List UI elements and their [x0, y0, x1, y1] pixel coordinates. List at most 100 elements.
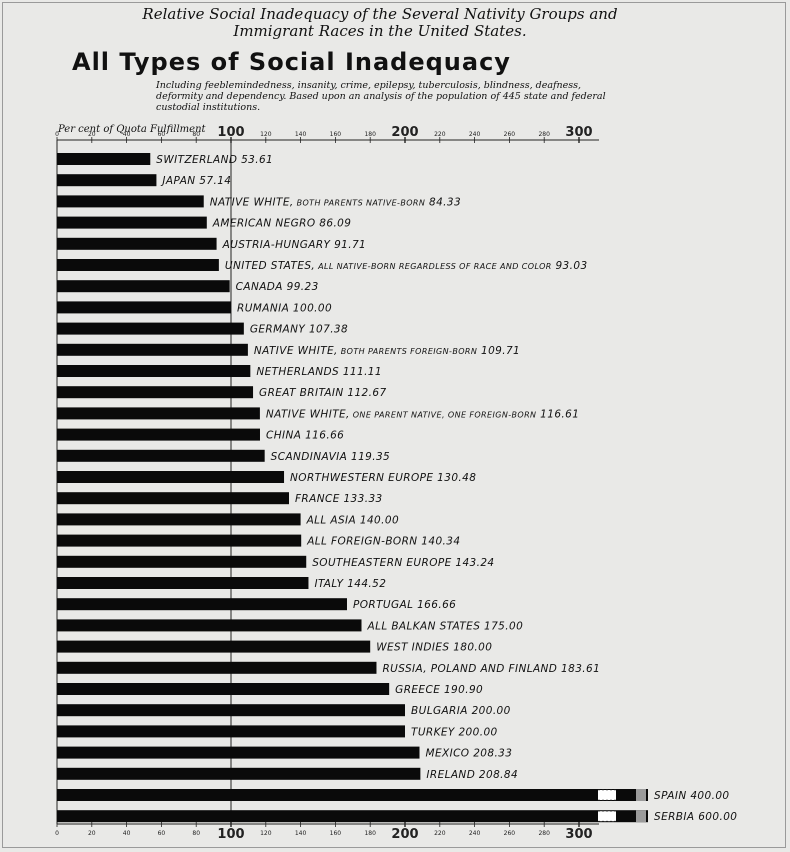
top-tick-label: 120: [260, 131, 272, 138]
bottom-tick-label: 260: [504, 830, 516, 837]
top-tick-label: 180: [364, 131, 376, 138]
bar: [57, 386, 254, 399]
bar-label-value: 140.34: [418, 536, 461, 548]
bar-label-name: ALL BALKAN STATES: [367, 620, 481, 632]
bottom-tick-label: 40: [123, 830, 131, 837]
bar-label-value: 133.33: [340, 493, 383, 505]
bar-label-name: ALL FOREIGN-BORN: [306, 536, 417, 548]
chart-subtitle: Including feeblemindedness, insanity, cr…: [156, 80, 606, 113]
bar-label: RUMANIA 100.00: [237, 302, 332, 314]
bar-label-value: 111.11: [339, 366, 382, 378]
bar-break-gap: [598, 811, 616, 822]
bar-label: NATIVE WHITE, ONE PARENT NATIVE, ONE FOR…: [266, 408, 579, 420]
bar-label: BULGARIA 200.00: [411, 705, 511, 717]
bar-label-name: NATIVE WHITE,: [266, 408, 350, 420]
bar: [57, 259, 219, 271]
bar-label-value: 99.23: [283, 281, 319, 293]
bar-label-name: BULGARIA: [411, 705, 468, 717]
top-tick-label: 260: [504, 131, 516, 138]
bar-label-name: TURKEY: [411, 726, 456, 738]
top-tick-label: 220: [434, 131, 446, 138]
bottom-tick-label: 120: [260, 830, 272, 837]
top-tick-label: 240: [469, 131, 481, 138]
bar-label-note: BOTH PARENTS NATIVE-BORN: [294, 198, 426, 207]
bottom-tick-label: 80: [192, 830, 200, 837]
bar-label-name: IRELAND: [426, 769, 475, 781]
bar-label-value: 130.48: [433, 472, 476, 484]
top-tick-label: 200: [391, 125, 418, 140]
bar-label-value: 84.33: [425, 196, 461, 208]
bottom-tick-label: 280: [538, 830, 550, 837]
bar-break-shade: [636, 810, 646, 823]
bar-label-name: NETHERLANDS: [256, 366, 339, 378]
bar-label-name: SOUTHEASTERN EUROPE: [312, 557, 451, 569]
bar-label-value: 190.90: [440, 684, 483, 696]
bottom-tick-label: 160: [330, 830, 342, 837]
bar: [57, 280, 230, 293]
bottom-tick-label: 100: [217, 827, 244, 842]
bar-label-name: NATIVE WHITE,: [254, 345, 338, 357]
bar-label: PORTUGAL 166.66: [353, 599, 456, 611]
bar-label: SCANDINAVIA 119.35: [271, 451, 390, 463]
bar-label-value: 144.52: [343, 578, 386, 590]
top-tick-label: 280: [538, 131, 550, 138]
bar-label-name: SWITZERLAND: [156, 154, 237, 166]
bar-label: TURKEY 200.00: [411, 726, 498, 738]
bar-label-name: SCANDINAVIA: [271, 451, 348, 463]
bar-label-value: 600.00: [694, 811, 737, 823]
bar: [57, 343, 248, 356]
bar: [57, 513, 301, 526]
bar-label-name: ALL ASIA: [306, 514, 357, 526]
bar-label-note: BOTH PARENTS FOREIGN-BORN: [338, 347, 477, 356]
bar: [57, 640, 371, 653]
bar-label-value: 100.00: [289, 302, 332, 314]
bar: [57, 492, 289, 505]
bar: [57, 471, 285, 483]
bar-label: AUSTRIA-HUNGARY 91.71: [222, 239, 367, 251]
bottom-tick-label: 220: [434, 830, 446, 837]
bar-label-name: SPAIN: [654, 790, 687, 802]
x-axis-title: Per cent of Quota Fulfillment: [58, 124, 206, 135]
top-tick-label: 300: [565, 125, 592, 140]
bar: [57, 301, 231, 314]
bar: [57, 704, 405, 717]
bottom-tick-label: 180: [364, 830, 376, 837]
bar: [57, 619, 362, 632]
bar-label-name: AMERICAN NEGRO: [212, 218, 316, 230]
bar-label-name: GERMANY: [250, 324, 307, 336]
bar-label: NORTHWESTERN EUROPE 130.48: [290, 472, 476, 484]
bar-label-value: 140.00: [356, 514, 399, 526]
bar-label-value: 400.00: [687, 790, 730, 802]
bar-label: SERBIA 600.00: [654, 811, 737, 823]
bar: [57, 598, 347, 611]
bar-label-name: MEXICO: [425, 748, 469, 760]
bar: [57, 577, 309, 589]
bar-label: GERMANY 107.38: [250, 324, 348, 336]
bar-label: IRELAND 208.84: [426, 769, 518, 781]
bar-label: NATIVE WHITE, BOTH PARENTS FOREIGN-BORN …: [254, 345, 520, 357]
bar-label: UNITED STATES, ALL NATIVE-BORN REGARDLES…: [225, 260, 588, 272]
bar: [57, 810, 648, 823]
top-tick-label: 80: [192, 131, 200, 138]
bar-label-value: 112.67: [344, 387, 387, 399]
bar-label-value: 175.00: [480, 620, 523, 632]
chart-headline: All Types of Social Inadequacy: [72, 48, 511, 76]
bar-label-value: 86.09: [316, 218, 352, 230]
bar-label: NATIVE WHITE, BOTH PARENTS NATIVE-BORN 8…: [210, 196, 461, 208]
top-tick-label: 0: [55, 131, 59, 138]
bottom-tick-label: 200: [391, 827, 418, 842]
bar-label: CANADA 99.23: [236, 281, 319, 293]
bar-label: ALL ASIA 140.00: [306, 514, 399, 526]
bottom-tick-label: 140: [295, 830, 307, 837]
bar-label-name: UNITED STATES,: [225, 260, 315, 272]
chart-title: Relative Social Inadequacy of the Severa…: [142, 5, 618, 40]
bar-label-note: ALL NATIVE-BORN REGARDLESS OF RACE AND C…: [315, 262, 552, 271]
bar: [57, 216, 207, 229]
bar: [57, 237, 217, 250]
bar-label: SPAIN 400.00: [654, 790, 730, 802]
bar-label-name: CHINA: [266, 430, 301, 442]
bar: [57, 725, 405, 738]
